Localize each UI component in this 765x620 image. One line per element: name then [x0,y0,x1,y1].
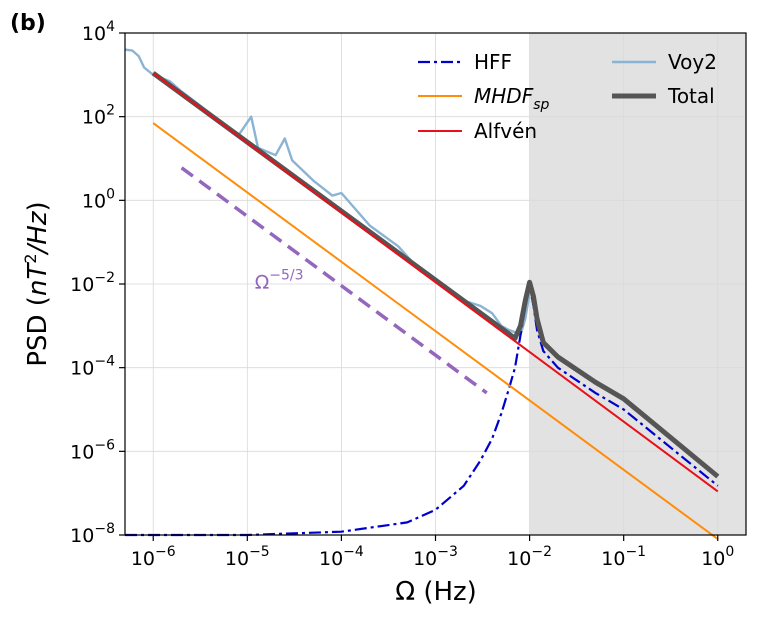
legend: HFF Voy2 MHDFsp Total Alfvén [418,50,717,143]
x-tick-label: 10−3 [413,544,458,570]
y-tick-label: 104 [82,19,115,45]
y-tick-label: 10−8 [70,521,115,547]
y-tick-label: 10−2 [70,270,115,296]
y-axis-label: PSD (nT2/Hz) [21,201,53,366]
x-tick-label: 10−1 [601,544,646,570]
x-tick-label: 100 [701,544,734,570]
legend-label-voy2: Voy2 [668,50,717,74]
legend-label-total: Total [667,84,715,108]
panel-label: (b) [10,11,46,36]
x-tick-label: 10−2 [507,544,552,570]
legend-label-hff: HFF [474,50,512,74]
series-mhdf-line [152,122,719,540]
series-hff-line [125,284,719,537]
y-tick-label: 100 [82,186,115,212]
series-layer [124,48,720,540]
y-tick-label: 102 [82,103,115,129]
x-tick-label: 10−6 [131,544,176,570]
y-tick-label: 10−6 [70,437,115,463]
series-total-line [151,71,720,479]
series-alfven-line [152,72,719,493]
legend-label-alfven: Alfvén [474,119,537,143]
legend-label-mhdf: MHDFsp [474,84,549,113]
x-tick-label: 10−5 [225,544,270,570]
x-axis: 10−6 10−5 10−4 10−3 10−2 10−1 100 [131,535,734,570]
series-voy2-line [124,48,531,337]
y-axis: 104 102 100 10−2 10−4 10−6 10−8 [70,19,125,547]
series-slope-line [180,166,488,395]
y-tick-label: 10−4 [70,354,115,380]
x-axis-label: Ω (Hz) [395,577,477,607]
slope-annotation: Ω−5/3 [255,268,304,294]
x-tick-label: 10−4 [319,544,364,570]
